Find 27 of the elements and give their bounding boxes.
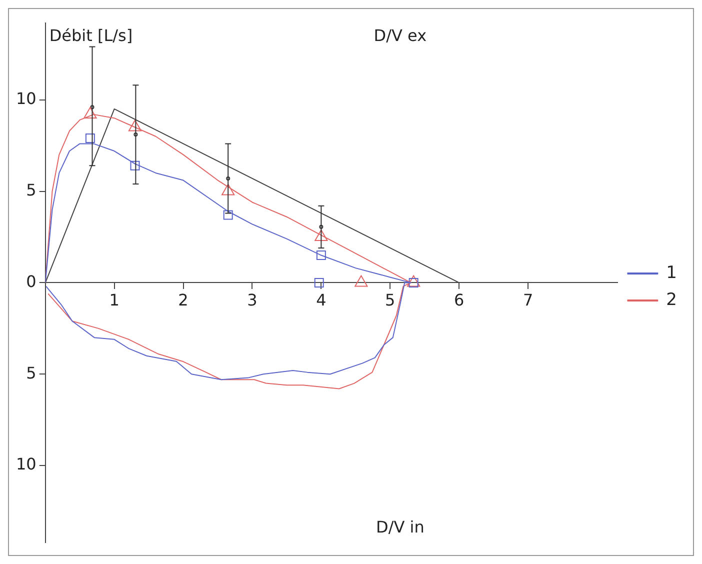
x-tick-label: 6 [454, 290, 464, 310]
annotation: D/V ex [374, 26, 427, 45]
y-tick-label: 0 [26, 272, 36, 291]
point [316, 250, 326, 260]
x-tick-label: 5 [385, 290, 396, 310]
point [354, 275, 368, 287]
legend-label: 1 [666, 262, 678, 283]
point [314, 278, 324, 288]
x-tick-label: 4 [316, 290, 326, 310]
x-tick-label: 7 [522, 290, 534, 310]
y-axis-title: Débit [L/s] [49, 26, 133, 45]
x-tick-label: 2 [178, 290, 188, 310]
y-tick-label: 10 [16, 88, 36, 108]
point [90, 105, 94, 110]
point [223, 210, 233, 220]
y-tick-label: 5 [26, 180, 36, 200]
annotation: D/V in [376, 517, 424, 536]
point [319, 224, 324, 229]
point [130, 160, 140, 170]
point [226, 176, 230, 180]
point [407, 275, 420, 287]
point [134, 132, 138, 137]
x-tick-label: 3 [247, 290, 258, 310]
x-tick-label: 1 [109, 290, 120, 310]
y-tick-label: 5 [26, 363, 36, 382]
y-tick-label: 10 [16, 454, 36, 474]
point [85, 133, 95, 143]
